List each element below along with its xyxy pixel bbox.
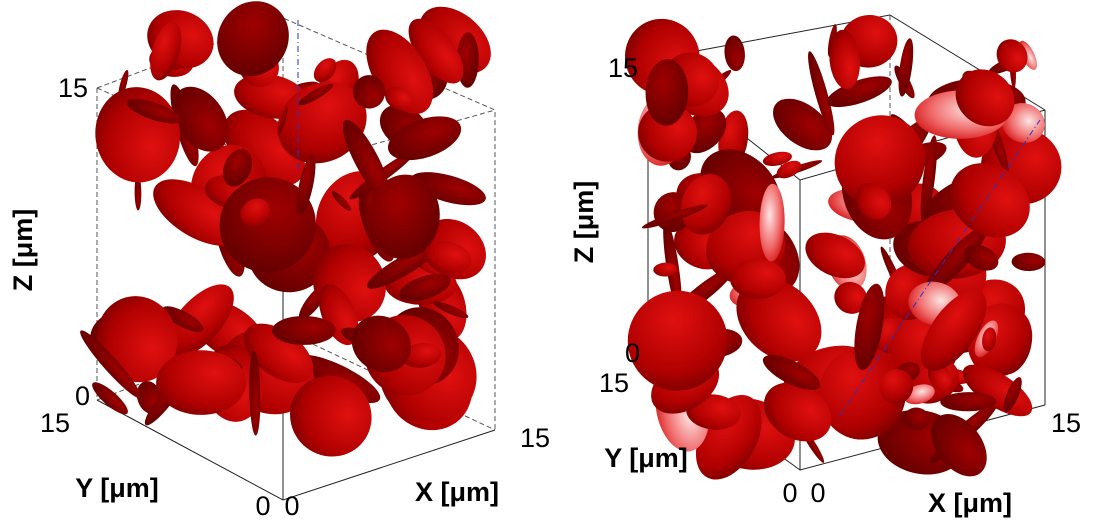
x-tick: 0 [284, 491, 299, 521]
cell [776, 160, 802, 179]
cell [826, 76, 892, 108]
cell [401, 342, 442, 368]
cell [296, 154, 316, 215]
cell [219, 177, 316, 273]
y-tick: 0 [782, 478, 797, 508]
cell [134, 174, 142, 211]
x-tick: 15 [520, 423, 550, 453]
cell [829, 29, 861, 90]
cell [96, 296, 178, 383]
cell [410, 172, 486, 206]
cell [763, 382, 832, 442]
y-tick: 15 [599, 368, 629, 398]
cell [150, 22, 182, 81]
cell [217, 1, 289, 77]
z-tick: 15 [608, 53, 638, 83]
axis-guide [839, 119, 1041, 416]
x-tick: 15 [1051, 408, 1081, 438]
x-tick: 0 [810, 478, 825, 508]
cell [80, 330, 142, 399]
z-label: Z [μm] [8, 209, 38, 292]
cell [156, 350, 247, 415]
cell [399, 273, 451, 302]
cell [126, 98, 181, 124]
cell [272, 315, 336, 345]
z-tick: 0 [625, 338, 640, 368]
cell [762, 151, 792, 167]
cell [898, 38, 914, 97]
cell [331, 191, 352, 211]
cell [773, 98, 833, 151]
z-tick: 15 [58, 73, 88, 103]
cells-2 [625, 15, 1062, 480]
cell [921, 290, 987, 371]
cell [366, 244, 438, 289]
cell [290, 375, 372, 457]
cell [931, 414, 987, 477]
cell [729, 258, 786, 299]
cell [424, 241, 472, 274]
cell [736, 277, 822, 362]
cell [1011, 252, 1046, 272]
y-label: Y [μm] [75, 473, 159, 503]
cell [955, 69, 1015, 127]
cell [164, 284, 234, 358]
cell [923, 226, 988, 296]
cell [367, 174, 440, 259]
x-label: X [μm] [415, 477, 499, 507]
cell [967, 303, 1032, 377]
cell [724, 35, 745, 72]
cell [964, 244, 999, 271]
z-label: Z [μm] [569, 181, 599, 264]
cell [240, 198, 271, 228]
cell [879, 368, 914, 404]
cell [855, 182, 892, 220]
cell [759, 183, 785, 262]
cell [223, 149, 252, 187]
cell [298, 83, 333, 106]
cell [641, 204, 708, 229]
cell [408, 18, 464, 84]
cell [172, 86, 229, 152]
cell [854, 283, 885, 370]
cell [940, 392, 997, 412]
cell [162, 306, 204, 333]
cell [278, 107, 288, 135]
z-tick: 0 [75, 381, 90, 411]
cell [762, 355, 821, 390]
y-tick: 15 [40, 408, 70, 438]
cell [385, 86, 413, 111]
cell [920, 135, 937, 224]
cell [834, 281, 868, 314]
cell [1001, 103, 1045, 143]
cell [819, 346, 907, 440]
cell [433, 301, 469, 319]
cell [645, 59, 689, 126]
cell [982, 327, 997, 352]
y-label: Y [μm] [604, 443, 688, 473]
cell [653, 262, 678, 277]
cell [805, 232, 865, 279]
cell [1003, 377, 1022, 413]
cell [950, 163, 1030, 238]
cell [808, 51, 835, 136]
cell [996, 39, 1028, 73]
y-tick: 0 [255, 491, 270, 521]
cell [903, 407, 930, 431]
x-label: X [μm] [928, 488, 1012, 518]
cell [249, 351, 261, 436]
cell [92, 382, 128, 415]
cell [387, 116, 462, 161]
cell [834, 115, 926, 207]
cell [680, 173, 732, 235]
cell [627, 290, 728, 391]
cell [342, 119, 390, 200]
cells-1 [80, 1, 491, 457]
cell [313, 58, 337, 83]
cell [351, 315, 412, 373]
cell [353, 75, 386, 109]
